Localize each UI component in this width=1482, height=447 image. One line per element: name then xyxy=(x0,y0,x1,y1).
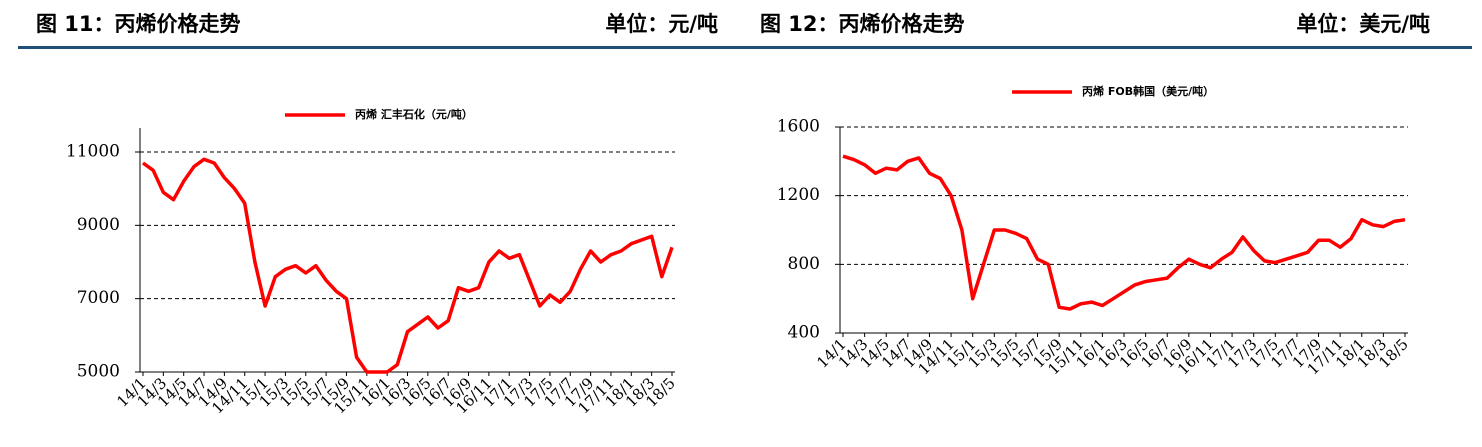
legend-label: 丙烯 FOB韩国（美元/吨） xyxy=(1082,84,1214,98)
y-tick-label: 11000 xyxy=(66,142,120,162)
y-tick-label: 800 xyxy=(788,254,820,274)
y-tick-label: 7000 xyxy=(77,288,120,308)
chart-title: 图 11：丙烯价格走势 xyxy=(36,12,241,36)
y-tick-label: 9000 xyxy=(77,215,120,235)
y-tick-label: 400 xyxy=(788,323,820,343)
series-line xyxy=(842,154,1406,311)
y-tick-label: 1600 xyxy=(777,117,820,137)
series-line xyxy=(141,157,674,374)
legend-label: 丙烯 汇丰石化（元/吨） xyxy=(355,107,473,121)
chart-title: 图 12：丙烯价格走势 xyxy=(760,12,965,36)
y-tick-label: 1200 xyxy=(777,185,820,205)
y-tick-label: 5000 xyxy=(77,362,120,382)
unit-label: 单位：美元/吨 xyxy=(1296,12,1430,36)
header-rule xyxy=(18,46,1472,49)
unit-label: 单位：元/吨 xyxy=(605,12,718,36)
